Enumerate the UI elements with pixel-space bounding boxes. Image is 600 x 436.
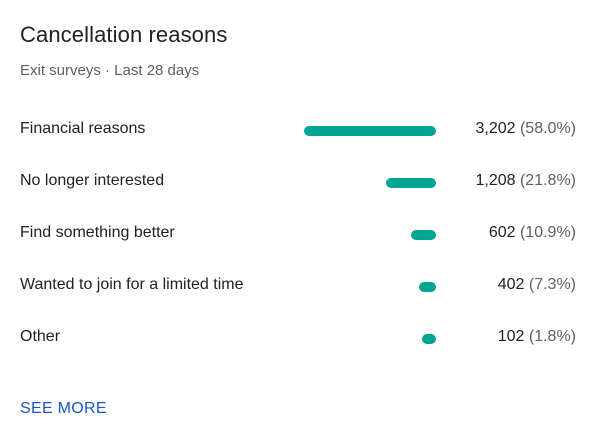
reason-percent: (58.0%) <box>519 120 576 137</box>
reason-row: Other 102 (1.8%) <box>0 313 600 365</box>
card-title: Cancellation reasons <box>20 22 228 47</box>
reason-row: Find something better 602 (10.9%) <box>0 209 600 261</box>
see-more-link[interactable]: SEE MORE <box>20 400 107 417</box>
reason-bar <box>419 282 436 292</box>
reason-label: Wanted to join for a limited time <box>20 276 244 293</box>
reason-count: 602 <box>488 224 516 241</box>
reason-count: 1,208 <box>475 172 516 189</box>
reasons-list: Financial reasons 3,202 (58.0%) No longe… <box>0 105 600 365</box>
reason-percent: (21.8%) <box>519 172 576 189</box>
reason-bar <box>304 126 436 136</box>
reason-row: Wanted to join for a limited time 402 (7… <box>0 261 600 313</box>
reason-row: No longer interested 1,208 (21.8%) <box>0 157 600 209</box>
reason-value: 402 (7.3%) <box>498 276 576 294</box>
reason-value: 602 (10.9%) <box>489 224 576 242</box>
reason-label: Find something better <box>20 224 175 241</box>
card-subtitle: Exit surveys · Last 28 days <box>20 62 200 79</box>
reason-value: 102 (1.8%) <box>498 328 576 346</box>
reason-bar <box>422 334 436 344</box>
reason-row: Financial reasons 3,202 (58.0%) <box>0 105 600 157</box>
reason-value: 3,202 (58.0%) <box>475 120 576 138</box>
reason-count: 402 <box>497 276 525 293</box>
reason-label: Other <box>20 328 61 345</box>
reason-count: 3,202 <box>475 120 516 137</box>
reason-count: 102 <box>497 328 525 345</box>
reason-label: No longer interested <box>20 172 165 189</box>
reason-label: Financial reasons <box>20 120 146 137</box>
reason-bar <box>386 178 436 188</box>
reason-percent: (7.3%) <box>528 276 576 293</box>
reason-value: 1,208 (21.8%) <box>475 172 576 190</box>
reason-bar <box>411 230 436 240</box>
reason-percent: (1.8%) <box>528 328 576 345</box>
reason-percent: (10.9%) <box>519 224 576 241</box>
